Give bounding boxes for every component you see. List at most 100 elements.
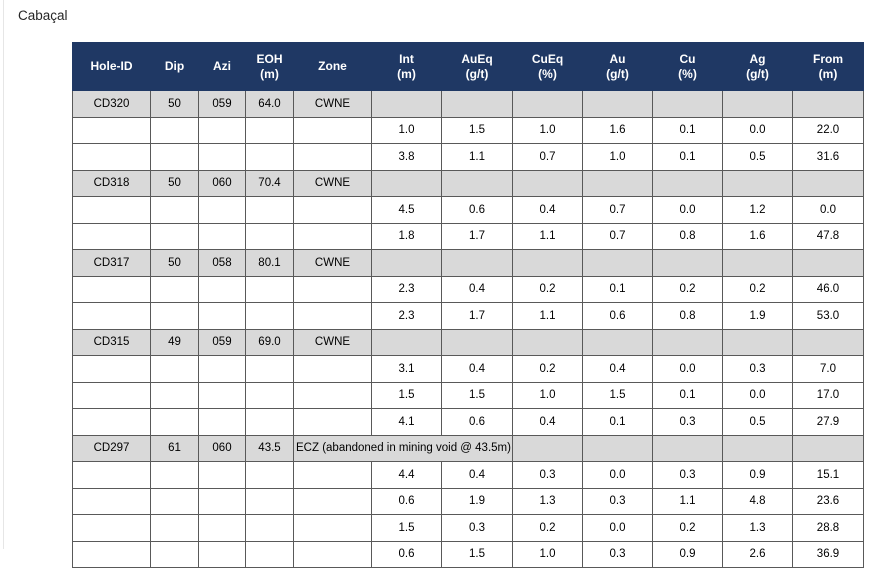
cell-cueq: 0.3 [512, 461, 583, 489]
cell-azi: 059 [198, 328, 246, 356]
cell-au: 1.0 [582, 143, 653, 171]
cell-dip [150, 461, 199, 489]
cell-zone [293, 116, 372, 144]
cell-hole-id [72, 222, 151, 250]
cell-int: 1.5 [371, 381, 442, 409]
cell-dip [150, 196, 199, 224]
cell-dip: 61 [150, 434, 199, 462]
intercept-row[interactable]: 3.1 0.4 0.2 0.4 0.0 0.3 7.0 [72, 355, 864, 383]
cell-hole-id: CD297 [72, 434, 151, 462]
cell-from: 36.9 [792, 540, 864, 568]
column-header-aueq[interactable]: AuEq (g/t) [441, 42, 513, 91]
column-header-from[interactable]: From (m) [792, 42, 864, 91]
intercept-row[interactable]: 4.1 0.6 0.4 0.1 0.3 0.5 27.9 [72, 408, 864, 436]
cell-dip [150, 275, 199, 303]
cell-cueq: 1.1 [512, 302, 583, 330]
column-header-cu[interactable]: Cu (%) [652, 42, 723, 91]
cell-zone [293, 461, 372, 489]
cell-cueq [512, 169, 583, 197]
cell-int: 2.3 [371, 275, 442, 303]
column-header-dip[interactable]: Dip [150, 42, 199, 91]
intercept-row[interactable]: 2.3 0.4 0.2 0.1 0.2 0.2 46.0 [72, 275, 864, 303]
intercept-row[interactable]: 4.4 0.4 0.3 0.0 0.3 0.9 15.1 [72, 461, 864, 489]
column-header-azi[interactable]: Azi [198, 42, 246, 91]
page-title: Cabaçal [18, 8, 68, 23]
hole-summary-row[interactable]: CD297 61 060 43.5 ECZ (abandoned in mining v… [72, 434, 864, 462]
cell-ag: 1.3 [722, 514, 793, 542]
cell-aueq [441, 90, 513, 118]
cell-int: 3.1 [371, 355, 442, 383]
cell-ag: 4.8 [722, 487, 793, 515]
cell-eoh [245, 143, 294, 171]
cell-cu: 0.9 [652, 540, 723, 568]
cell-au: 0.7 [582, 196, 653, 224]
cell-dip: 50 [150, 90, 199, 118]
cell-cu: 0.3 [652, 461, 723, 489]
cell-eoh [245, 381, 294, 409]
cell-hole-id [72, 461, 151, 489]
cell-aueq: 1.9 [441, 487, 513, 515]
cell-from: 46.0 [792, 275, 864, 303]
column-header-label: Hole-ID [90, 59, 133, 73]
drill-results-table: Hole-ID Dip Azi EOH (m) Zone Int (m) AuEq (g/t) Cu… [72, 42, 864, 568]
column-header-au[interactable]: Au (g/t) [582, 42, 653, 91]
hole-summary-row[interactable]: CD318 50 060 70.4 CWNE [72, 169, 864, 197]
intercept-row[interactable]: 1.5 0.3 0.2 0.0 0.2 1.3 28.8 [72, 514, 864, 542]
column-header-eoh[interactable]: EOH (m) [245, 42, 294, 91]
cell-au: 1.5 [582, 381, 653, 409]
column-header-zone[interactable]: Zone [293, 42, 372, 91]
cell-cueq [512, 434, 583, 462]
cell-from: 27.9 [792, 408, 864, 436]
cell-ag: 1.6 [722, 222, 793, 250]
cell-au: 0.0 [582, 461, 653, 489]
column-header-unit: (%) [538, 66, 557, 81]
cell-eoh: 69.0 [245, 328, 294, 356]
intercept-row[interactable]: 0.6 1.5 1.0 0.3 0.9 2.6 36.9 [72, 540, 864, 568]
cell-zone [293, 355, 372, 383]
column-header-hole-id[interactable]: Hole-ID [72, 42, 151, 91]
cell-hole-id [72, 275, 151, 303]
cell-from [792, 90, 864, 118]
column-header-ag[interactable]: Ag (g/t) [722, 42, 793, 91]
cell-eoh: 43.5 [245, 434, 294, 462]
cell-aueq: 1.5 [441, 540, 513, 568]
intercept-row[interactable]: 1.8 1.7 1.1 0.7 0.8 1.6 47.8 [72, 222, 864, 250]
cell-azi [198, 381, 246, 409]
column-header-cueq[interactable]: CuEq (%) [512, 42, 583, 91]
intercept-row[interactable]: 0.6 1.9 1.3 0.3 1.1 4.8 23.6 [72, 487, 864, 515]
hole-summary-row[interactable]: CD317 50 058 80.1 CWNE [72, 249, 864, 277]
cell-from: 53.0 [792, 302, 864, 330]
cell-from [792, 434, 864, 462]
cell-from: 17.0 [792, 381, 864, 409]
column-header-label: Azi [213, 59, 231, 73]
column-header-label: Int [399, 51, 414, 66]
page-edge-line [3, 0, 4, 549]
hole-summary-row[interactable]: CD320 50 059 64.0 CWNE [72, 90, 864, 118]
cell-ag [722, 169, 793, 197]
intercept-row[interactable]: 1.0 1.5 1.0 1.6 0.1 0.0 22.0 [72, 116, 864, 144]
cell-from: 28.8 [792, 514, 864, 542]
cell-hole-id [72, 381, 151, 409]
cell-aueq [441, 169, 513, 197]
cell-dip [150, 116, 199, 144]
hole-summary-row[interactable]: CD315 49 059 69.0 CWNE [72, 328, 864, 356]
cell-hole-id [72, 355, 151, 383]
drill-results-table-container: Hole-ID Dip Azi EOH (m) Zone Int (m) AuEq (g/t) Cu… [72, 42, 864, 568]
intercept-row[interactable]: 3.8 1.1 0.7 1.0 0.1 0.5 31.6 [72, 143, 864, 171]
cell-cu: 0.2 [652, 275, 723, 303]
column-header-unit: (m) [818, 66, 838, 81]
intercept-row[interactable]: 1.5 1.5 1.0 1.5 0.1 0.0 17.0 [72, 381, 864, 409]
cell-zone [293, 222, 372, 250]
cell-au: 0.3 [582, 487, 653, 515]
cell-aueq: 1.5 [441, 116, 513, 144]
cell-cueq: 1.3 [512, 487, 583, 515]
intercept-row[interactable]: 4.5 0.6 0.4 0.7 0.0 1.2 0.0 [72, 196, 864, 224]
cell-int [371, 249, 442, 277]
intercept-row[interactable]: 2.3 1.7 1.1 0.6 0.8 1.9 53.0 [72, 302, 864, 330]
column-header-int[interactable]: Int (m) [371, 42, 442, 91]
cell-cueq: 0.2 [512, 355, 583, 383]
column-header-label: Zone [318, 59, 347, 73]
cell-from: 7.0 [792, 355, 864, 383]
cell-aueq: 1.5 [441, 381, 513, 409]
cell-dip [150, 355, 199, 383]
